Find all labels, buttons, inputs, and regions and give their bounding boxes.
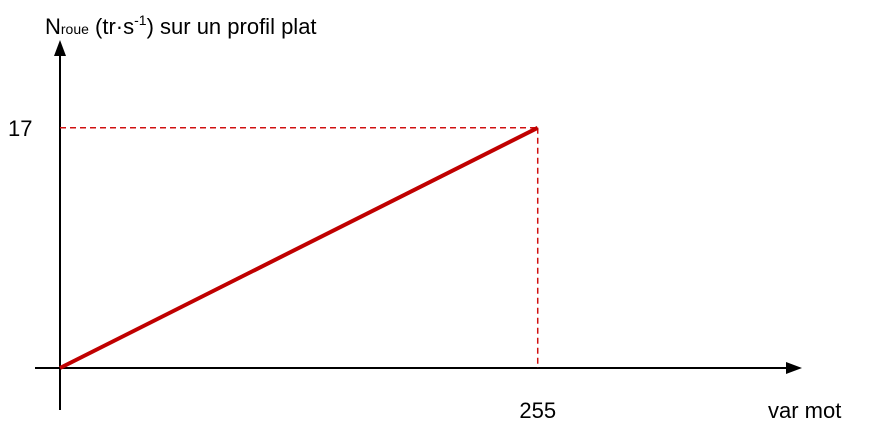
x-axis-label: var mot: [768, 398, 841, 423]
y-axis-label: Nroue (tr·s-1) sur un profil plat: [45, 12, 317, 39]
x-axis-arrow: [786, 362, 802, 374]
data-line: [59, 125, 539, 370]
x-tick-label: 255: [519, 398, 556, 423]
y-axis-arrow: [54, 40, 66, 56]
y-tick-label: 17: [8, 116, 32, 141]
